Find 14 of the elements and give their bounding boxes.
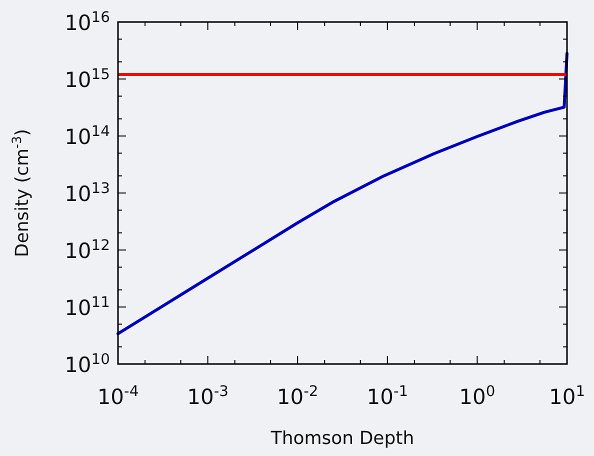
x-tick-label: 10$^{-1}$ bbox=[366, 382, 408, 409]
y-tick-label: 10$^{15}$ bbox=[64, 66, 110, 92]
x-tick-label: 10$^{-4}$ bbox=[97, 382, 139, 409]
x-tick-label: 10$^{-2}$ bbox=[276, 382, 318, 409]
x-tick-label: 10$^{0}$ bbox=[459, 382, 496, 409]
x-tick-label: 10$^{-3}$ bbox=[187, 382, 228, 409]
y-tick-label: 10$^{11}$ bbox=[64, 294, 110, 320]
y-tick-label: 10$^{13}$ bbox=[64, 180, 110, 206]
y-tick-label: 10$^{12}$ bbox=[64, 236, 110, 263]
x-axis-title: Thomson Depth bbox=[270, 428, 414, 449]
y-tick-label: 10$^{14}$ bbox=[64, 122, 110, 149]
y-tick-label: 10$^{10}$ bbox=[64, 350, 110, 377]
y-tick-label: 10$^{16}$ bbox=[64, 8, 110, 35]
x-tick-label: 10$^{1}$ bbox=[548, 382, 586, 409]
